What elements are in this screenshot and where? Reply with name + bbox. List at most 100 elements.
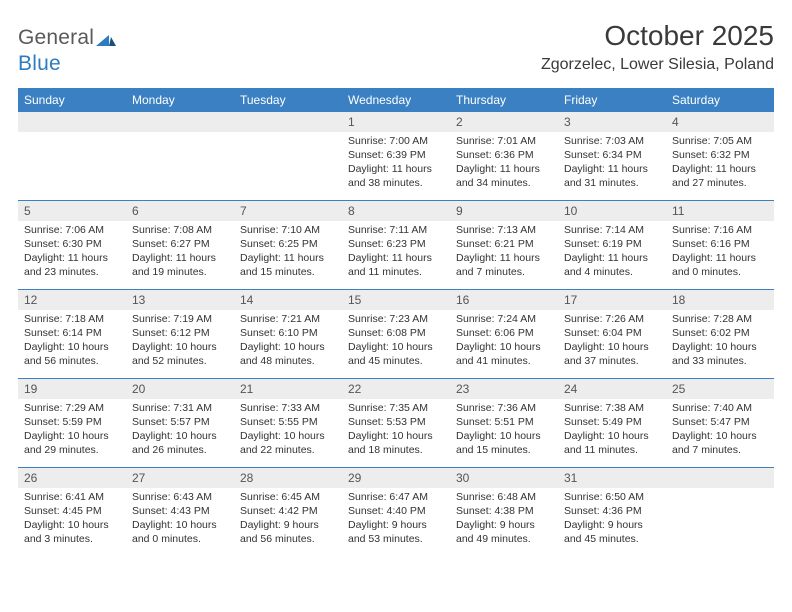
- day-body: Sunrise: 7:01 AMSunset: 6:36 PMDaylight:…: [450, 132, 558, 196]
- day-number: 2: [450, 112, 558, 132]
- day-cell: 5Sunrise: 7:06 AMSunset: 6:30 PMDaylight…: [18, 201, 126, 289]
- day-number: 10: [558, 201, 666, 221]
- day-number: 28: [234, 468, 342, 488]
- sunrise-line: Sunrise: 7:19 AM: [132, 313, 228, 327]
- daylight-line: Daylight: 11 hours and 34 minutes.: [456, 163, 552, 191]
- week-row: 19Sunrise: 7:29 AMSunset: 5:59 PMDayligh…: [18, 378, 774, 467]
- day-body: Sunrise: 7:31 AMSunset: 5:57 PMDaylight:…: [126, 399, 234, 463]
- day-cell-empty: [18, 112, 126, 200]
- sunrise-line: Sunrise: 6:48 AM: [456, 491, 552, 505]
- day-number: [18, 112, 126, 132]
- sunrise-line: Sunrise: 7:10 AM: [240, 224, 336, 238]
- day-body: Sunrise: 6:41 AMSunset: 4:45 PMDaylight:…: [18, 488, 126, 552]
- day-number: 9: [450, 201, 558, 221]
- sunrise-line: Sunrise: 6:41 AM: [24, 491, 120, 505]
- week-row: 5Sunrise: 7:06 AMSunset: 6:30 PMDaylight…: [18, 200, 774, 289]
- day-cell: 10Sunrise: 7:14 AMSunset: 6:19 PMDayligh…: [558, 201, 666, 289]
- day-body: Sunrise: 7:18 AMSunset: 6:14 PMDaylight:…: [18, 310, 126, 374]
- calendar: SundayMondayTuesdayWednesdayThursdayFrid…: [18, 88, 774, 556]
- day-number: 11: [666, 201, 774, 221]
- daylight-line: Daylight: 10 hours and 45 minutes.: [348, 341, 444, 369]
- month-title: October 2025: [541, 20, 774, 52]
- day-number: 30: [450, 468, 558, 488]
- day-number: 21: [234, 379, 342, 399]
- sunset-line: Sunset: 5:57 PM: [132, 416, 228, 430]
- day-body: Sunrise: 7:05 AMSunset: 6:32 PMDaylight:…: [666, 132, 774, 196]
- sunset-line: Sunset: 6:04 PM: [564, 327, 660, 341]
- sunrise-line: Sunrise: 7:14 AM: [564, 224, 660, 238]
- day-number: 14: [234, 290, 342, 310]
- day-number: 13: [126, 290, 234, 310]
- sunrise-line: Sunrise: 7:24 AM: [456, 313, 552, 327]
- daylight-line: Daylight: 9 hours and 56 minutes.: [240, 519, 336, 547]
- daylight-line: Daylight: 10 hours and 37 minutes.: [564, 341, 660, 369]
- sunrise-line: Sunrise: 7:18 AM: [24, 313, 120, 327]
- day-cell: 22Sunrise: 7:35 AMSunset: 5:53 PMDayligh…: [342, 379, 450, 467]
- day-cell: 28Sunrise: 6:45 AMSunset: 4:42 PMDayligh…: [234, 468, 342, 556]
- day-number: 26: [18, 468, 126, 488]
- sunset-line: Sunset: 4:36 PM: [564, 505, 660, 519]
- day-body: Sunrise: 7:16 AMSunset: 6:16 PMDaylight:…: [666, 221, 774, 285]
- day-cell: 26Sunrise: 6:41 AMSunset: 4:45 PMDayligh…: [18, 468, 126, 556]
- sunset-line: Sunset: 6:12 PM: [132, 327, 228, 341]
- day-body: Sunrise: 7:40 AMSunset: 5:47 PMDaylight:…: [666, 399, 774, 463]
- sunset-line: Sunset: 5:59 PM: [24, 416, 120, 430]
- sunset-line: Sunset: 6:32 PM: [672, 149, 768, 163]
- location: Zgorzelec, Lower Silesia, Poland: [541, 56, 774, 74]
- day-body: Sunrise: 7:14 AMSunset: 6:19 PMDaylight:…: [558, 221, 666, 285]
- day-body: Sunrise: 6:48 AMSunset: 4:38 PMDaylight:…: [450, 488, 558, 552]
- day-number: 31: [558, 468, 666, 488]
- day-number: 27: [126, 468, 234, 488]
- logo: General Blue: [18, 20, 116, 76]
- daylight-line: Daylight: 10 hours and 48 minutes.: [240, 341, 336, 369]
- day-cell: 4Sunrise: 7:05 AMSunset: 6:32 PMDaylight…: [666, 112, 774, 200]
- day-body: Sunrise: 7:23 AMSunset: 6:08 PMDaylight:…: [342, 310, 450, 374]
- daylight-line: Daylight: 11 hours and 11 minutes.: [348, 252, 444, 280]
- day-cell-empty: [234, 112, 342, 200]
- day-body: Sunrise: 7:24 AMSunset: 6:06 PMDaylight:…: [450, 310, 558, 374]
- daylight-line: Daylight: 11 hours and 4 minutes.: [564, 252, 660, 280]
- day-cell: 3Sunrise: 7:03 AMSunset: 6:34 PMDaylight…: [558, 112, 666, 200]
- daylight-line: Daylight: 10 hours and 22 minutes.: [240, 430, 336, 458]
- day-number: 7: [234, 201, 342, 221]
- sunset-line: Sunset: 6:25 PM: [240, 238, 336, 252]
- daylight-line: Daylight: 10 hours and 56 minutes.: [24, 341, 120, 369]
- weekday-sunday: Sunday: [18, 88, 126, 112]
- daylight-line: Daylight: 10 hours and 26 minutes.: [132, 430, 228, 458]
- day-cell: 14Sunrise: 7:21 AMSunset: 6:10 PMDayligh…: [234, 290, 342, 378]
- daylight-line: Daylight: 11 hours and 0 minutes.: [672, 252, 768, 280]
- day-body: Sunrise: 7:21 AMSunset: 6:10 PMDaylight:…: [234, 310, 342, 374]
- day-cell: 30Sunrise: 6:48 AMSunset: 4:38 PMDayligh…: [450, 468, 558, 556]
- title-block: October 2025 Zgorzelec, Lower Silesia, P…: [541, 20, 774, 74]
- sunrise-line: Sunrise: 7:03 AM: [564, 135, 660, 149]
- sunset-line: Sunset: 6:10 PM: [240, 327, 336, 341]
- weekday-tuesday: Tuesday: [234, 88, 342, 112]
- day-number: 29: [342, 468, 450, 488]
- sunrise-line: Sunrise: 7:08 AM: [132, 224, 228, 238]
- day-cell: 15Sunrise: 7:23 AMSunset: 6:08 PMDayligh…: [342, 290, 450, 378]
- day-cell: 29Sunrise: 6:47 AMSunset: 4:40 PMDayligh…: [342, 468, 450, 556]
- day-cell: 13Sunrise: 7:19 AMSunset: 6:12 PMDayligh…: [126, 290, 234, 378]
- day-number: 3: [558, 112, 666, 132]
- sunset-line: Sunset: 4:40 PM: [348, 505, 444, 519]
- day-number: 15: [342, 290, 450, 310]
- sunset-line: Sunset: 6:36 PM: [456, 149, 552, 163]
- day-number: 24: [558, 379, 666, 399]
- weekday-friday: Friday: [558, 88, 666, 112]
- day-body: Sunrise: 7:03 AMSunset: 6:34 PMDaylight:…: [558, 132, 666, 196]
- sunrise-line: Sunrise: 7:29 AM: [24, 402, 120, 416]
- sunrise-line: Sunrise: 6:43 AM: [132, 491, 228, 505]
- day-cell: 20Sunrise: 7:31 AMSunset: 5:57 PMDayligh…: [126, 379, 234, 467]
- sunrise-line: Sunrise: 7:35 AM: [348, 402, 444, 416]
- day-body: Sunrise: 7:10 AMSunset: 6:25 PMDaylight:…: [234, 221, 342, 285]
- sunrise-line: Sunrise: 7:06 AM: [24, 224, 120, 238]
- sunrise-line: Sunrise: 7:36 AM: [456, 402, 552, 416]
- sunset-line: Sunset: 6:08 PM: [348, 327, 444, 341]
- day-cell-empty: [666, 468, 774, 556]
- sunset-line: Sunset: 6:02 PM: [672, 327, 768, 341]
- day-number: 6: [126, 201, 234, 221]
- daylight-line: Daylight: 9 hours and 49 minutes.: [456, 519, 552, 547]
- daylight-line: Daylight: 11 hours and 7 minutes.: [456, 252, 552, 280]
- day-number: 1: [342, 112, 450, 132]
- logo-text: General Blue: [18, 26, 116, 76]
